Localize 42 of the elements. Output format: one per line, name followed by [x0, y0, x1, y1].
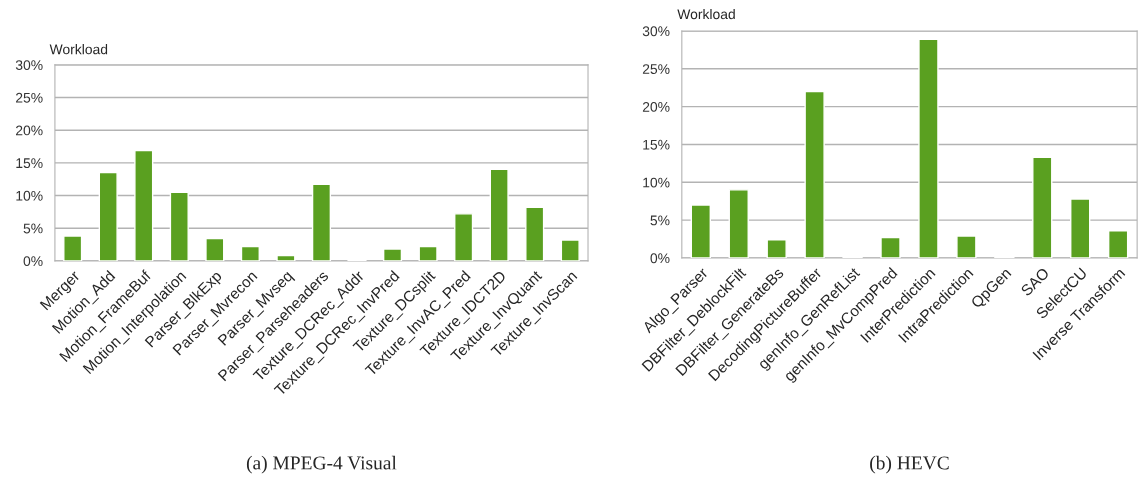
bar — [134, 149, 154, 261]
bar — [918, 38, 939, 258]
y-tick-label: 20% — [16, 125, 43, 136]
bar — [766, 239, 787, 258]
y-tick-label: 25% — [642, 64, 670, 74]
bar — [205, 237, 225, 261]
bar — [454, 213, 474, 261]
bar — [489, 168, 509, 261]
y-tick-label: 30% — [642, 26, 670, 37]
bar — [382, 248, 403, 261]
bar — [880, 236, 901, 258]
y-tick-label: 15% — [16, 158, 43, 169]
bar — [240, 245, 260, 261]
bar — [690, 204, 711, 258]
y-tick-label: 0% — [23, 256, 43, 267]
bar — [276, 254, 296, 261]
bar — [169, 191, 189, 261]
text: (a) MPEG-4 Visual — [246, 455, 397, 474]
bar — [418, 245, 438, 261]
bar — [98, 171, 118, 261]
y-tick-label: 0% — [650, 253, 670, 264]
bar — [560, 239, 580, 261]
y-tick-label: 30% — [15, 60, 43, 71]
y-tick-label: 15% — [643, 139, 670, 150]
bar — [525, 206, 545, 261]
y-tick-label: 5% — [650, 215, 670, 226]
bar — [956, 235, 977, 258]
y-tick-label: 10% — [16, 190, 43, 201]
bar — [63, 235, 83, 261]
y-tick-label: 20% — [642, 101, 670, 112]
text: (b) HEVC — [870, 455, 949, 474]
y-tick-label: 10% — [643, 177, 670, 188]
bar — [1032, 156, 1053, 258]
bar — [311, 183, 332, 261]
y-axis-title: Workload — [49, 44, 108, 55]
y-tick-label: 5% — [23, 223, 43, 234]
y-axis-title: Workload — [677, 8, 735, 20]
bar — [728, 189, 749, 258]
bar — [804, 90, 825, 258]
bar — [1070, 198, 1091, 258]
y-tick-label: 25% — [16, 92, 43, 103]
bar — [1107, 230, 1129, 258]
